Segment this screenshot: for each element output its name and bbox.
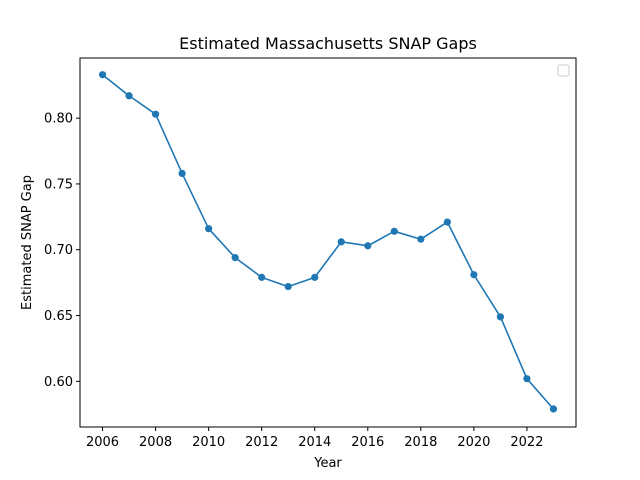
data-point xyxy=(364,242,372,250)
data-point xyxy=(284,282,292,291)
y-tick-label: 0.65 xyxy=(44,309,73,324)
legend-box xyxy=(557,64,570,77)
data-point xyxy=(390,227,398,235)
data-point xyxy=(258,273,266,281)
data-point xyxy=(151,110,160,118)
x-tick-label: 2016 xyxy=(351,435,384,450)
data-point xyxy=(178,169,186,178)
data-point xyxy=(417,235,425,243)
data-point xyxy=(125,92,133,100)
x-tick-label: 2022 xyxy=(510,435,543,450)
data-point xyxy=(205,225,213,233)
y-tick-label: 0.70 xyxy=(44,243,73,258)
x-axis-label: Year xyxy=(313,456,342,471)
x-tick-label: 2012 xyxy=(245,435,278,450)
data-point xyxy=(470,271,478,279)
x-tick-label: 2008 xyxy=(139,435,172,450)
y-tick-label: 0.80 xyxy=(44,112,73,127)
plot-frame xyxy=(79,57,577,428)
plot-area: 2006 2008 2010 2012 2014 2016 2018 2020 2022 0.60… xyxy=(44,71,558,450)
data-point xyxy=(549,405,558,413)
x-tick-label: 2006 xyxy=(86,435,119,450)
y-tick-label: 0.75 xyxy=(44,177,73,192)
x-tick-label: 2018 xyxy=(404,435,437,450)
data-point xyxy=(443,218,451,226)
data-point xyxy=(496,313,505,321)
series-line xyxy=(102,74,555,410)
x-tick-label: 2020 xyxy=(457,435,490,450)
x-tick-label: 2014 xyxy=(298,435,331,450)
y-axis-label: Estimated SNAP Gap xyxy=(20,175,35,310)
chart-title: Estimated Massachusetts SNAP Gaps xyxy=(179,34,477,53)
y-tick-label: 0.60 xyxy=(44,375,73,390)
data-point xyxy=(98,71,107,79)
data-point xyxy=(523,375,531,383)
data-point xyxy=(337,238,345,246)
x-tick-label: 2010 xyxy=(192,435,225,450)
data-point xyxy=(231,254,239,262)
data-point xyxy=(311,273,319,281)
